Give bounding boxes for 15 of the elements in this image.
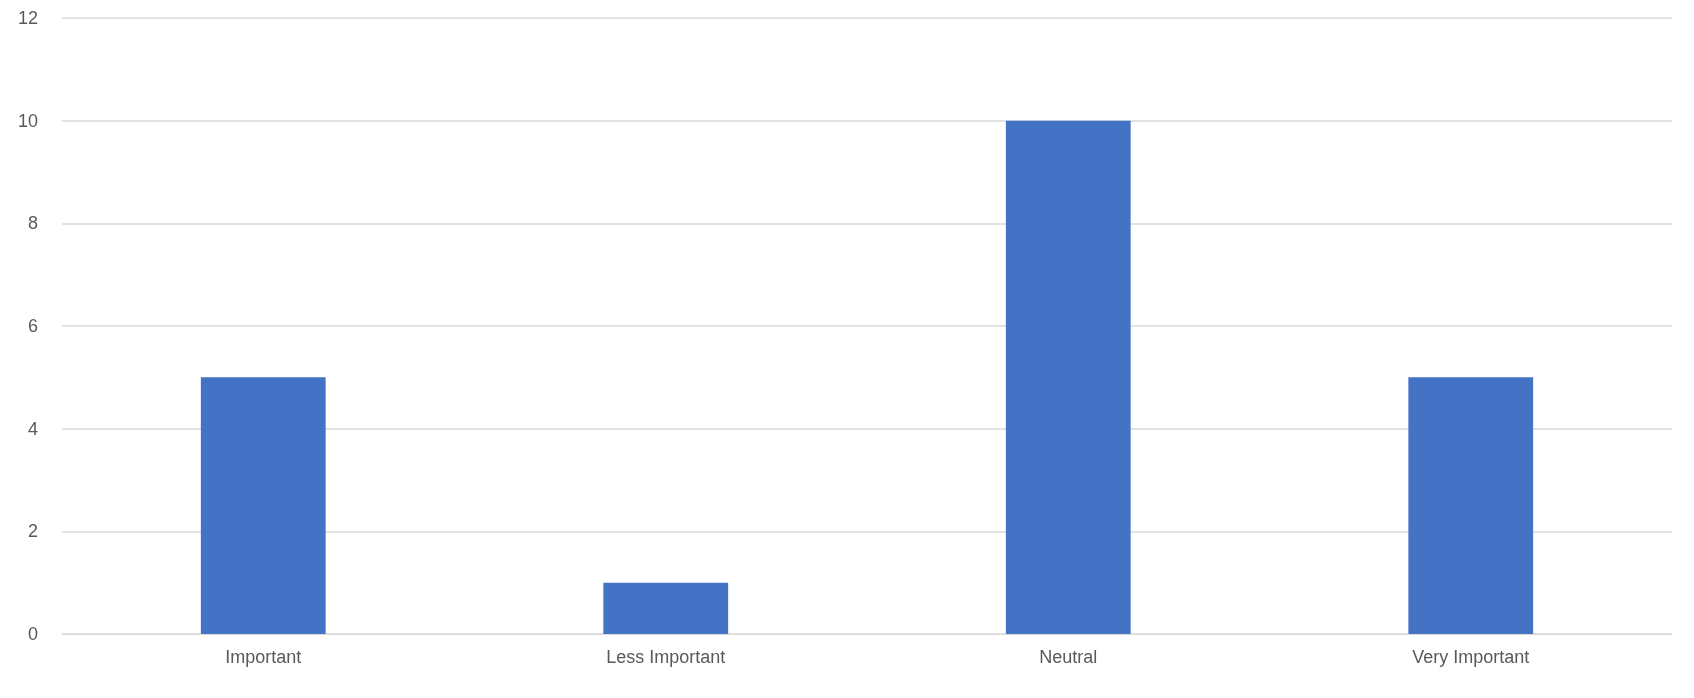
x-tick-label: Very Important — [1412, 647, 1530, 667]
y-tick-label: 0 — [27, 624, 38, 644]
bar — [1408, 377, 1534, 634]
y-tick-label: 6 — [27, 316, 38, 336]
y-tick-label: 8 — [27, 213, 38, 234]
bar — [1005, 120, 1131, 634]
y-tick-label: 10 — [17, 110, 38, 131]
x-tick-label: Neutral — [1039, 647, 1098, 667]
bar — [200, 377, 326, 634]
bar — [603, 582, 729, 634]
x-tick-label: Important — [225, 647, 302, 667]
y-tick-label: 4 — [27, 418, 38, 439]
y-tick-label: 12 — [17, 8, 38, 28]
x-tick-label: Less Important — [606, 647, 726, 667]
y-tick-label: 2 — [27, 521, 38, 542]
